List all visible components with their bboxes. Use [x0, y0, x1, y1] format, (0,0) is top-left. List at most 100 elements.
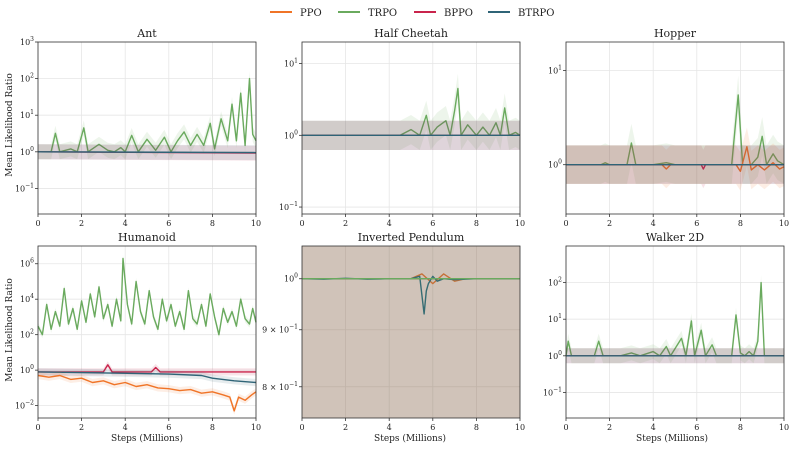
series-walker-2d-trpo: [565, 281, 784, 357]
y-tick-label: 10−2: [15, 400, 34, 411]
y-tick-label: 9 × 10−1: [262, 324, 298, 335]
x-tick-label: 10: [779, 423, 789, 432]
legend-label-btrpo: BTRPO: [518, 8, 554, 19]
series-humanoid-bppo: [38, 364, 256, 373]
y-tick-label: 102: [548, 277, 562, 288]
y-tick-label: 101: [284, 58, 298, 69]
panel-hopper: Hopper 0 2 4 6 8 10 100 101: [548, 27, 789, 228]
y-tick-label: 8 × 10−1: [262, 381, 298, 392]
x-tick-label: 0: [35, 423, 40, 432]
panel-inverted-pendulum: Inverted Pendulum 0 2 4 6 8 10 8 × 10−1 9 × 10−1…: [262, 231, 525, 432]
y-tick-label: 10−1: [279, 201, 298, 212]
y-tick-label: 10−1: [15, 182, 34, 193]
x-tick-label: 4: [387, 219, 392, 228]
series-humanoid-trpo: [37, 257, 257, 336]
x-tick-label: 4: [387, 423, 392, 432]
x-tick-label: 6: [166, 219, 171, 228]
x-tick-label: 2: [79, 423, 84, 432]
legend-entry-btrpo: BTRPO: [488, 8, 554, 19]
legend-label-bppo: BPPO: [444, 8, 473, 19]
band-ant-trpo: [38, 71, 256, 160]
x-tick-label: 6: [430, 219, 435, 228]
x-tick-label: 0: [563, 219, 568, 228]
x-tick-label: 8: [738, 423, 743, 432]
y-tick-label: 10−1: [543, 386, 562, 397]
y-axis-label-bottom: Mean Likelihood Ratio: [5, 278, 15, 381]
x-tick-label: 6: [430, 423, 435, 432]
x-tick-label: 2: [343, 423, 348, 432]
y-tick-label: 100: [20, 364, 34, 375]
panel-ant: Ant 0 2 4 6 8 10 10−1 100 101 102 103: [15, 27, 261, 228]
band-hopper-ppo: [566, 127, 784, 191]
panel-humanoid: Humanoid 0 2 4 6 8 10 10−2 100 102 104 106: [15, 231, 261, 432]
x-tick-label: 6: [694, 423, 699, 432]
x-tick-label: 8: [474, 219, 479, 228]
frame-half-cheetah: [301, 41, 521, 215]
series-ant-trpo: [38, 77, 257, 153]
series-half-cheetah-trpo: [302, 87, 521, 137]
frame-inverted-pendulum: [301, 245, 521, 419]
legend-entry-ppo: PPO: [270, 8, 322, 19]
y-tick-label: 104: [20, 293, 34, 304]
band-half-cheetah-trpo: [302, 73, 520, 150]
x-tick-label: 8: [738, 219, 743, 228]
x-axis-label-inverted-pendulum: Steps (Millions): [374, 433, 446, 444]
y-tick-label: 102: [20, 73, 34, 84]
panel-walker-2d: Walker 2D 0 2 4 6 8 10 10−1 100 101 102: [543, 231, 789, 432]
band-inverted-pendulum-ppo: [302, 246, 520, 418]
legend-entry-bppo: BPPO: [414, 8, 473, 19]
y-tick-label: 100: [548, 350, 562, 361]
series-ant-btrpo: [37, 151, 257, 154]
x-tick-label: 8: [474, 423, 479, 432]
y-tick-label: 100: [548, 159, 562, 170]
band-hopper-bppo: [566, 145, 784, 189]
band-hopper-trpo: [566, 75, 784, 184]
series-hopper-ppo: [566, 145, 785, 173]
panel-title-walker-2d: Walker 2D: [646, 231, 704, 244]
x-tick-label: 10: [515, 219, 525, 228]
band-walker-2d-trpo: [566, 275, 784, 364]
band-inverted-pendulum-btrpo: [302, 246, 520, 418]
y-tick-label: 102: [20, 329, 34, 340]
panel-title-ant: Ant: [136, 27, 157, 40]
x-tick-label: 6: [694, 219, 699, 228]
x-tick-label: 6: [166, 423, 171, 432]
plot-area-walker-2d: [566, 246, 784, 418]
panel-title-inverted-pendulum: Inverted Pendulum: [358, 231, 465, 244]
x-tick-label: 2: [607, 423, 612, 432]
x-tick-label: 2: [343, 219, 348, 228]
frame-ant: [37, 41, 257, 215]
series-humanoid-ppo: [37, 374, 257, 412]
legend-label-ppo: PPO: [300, 8, 322, 19]
y-tick-label: 101: [548, 64, 562, 75]
y-tick-label: 101: [20, 109, 34, 120]
x-tick-label: 8: [210, 423, 215, 432]
x-tick-label: 0: [35, 219, 40, 228]
x-axis-label-humanoid: Steps (Millions): [111, 433, 183, 444]
x-tick-label: 4: [123, 423, 128, 432]
x-tick-label: 10: [251, 423, 261, 432]
band-inverted-pendulum-bppo: [302, 246, 520, 418]
y-tick-label: 103: [20, 36, 34, 47]
frame-humanoid: [37, 245, 257, 419]
y-tick-label: 101: [548, 313, 562, 324]
x-tick-label: 8: [210, 219, 215, 228]
y-axis-label-top: Mean Likelihood Ratio: [5, 73, 15, 176]
band-inverted-pendulum-trpo: [302, 246, 520, 418]
x-tick-label: 4: [651, 219, 656, 228]
y-tick-label: 100: [20, 146, 34, 157]
x-tick-label: 10: [779, 219, 789, 228]
x-tick-label: 0: [299, 423, 304, 432]
x-axis-label-walker-2d: Steps (Millions): [636, 433, 708, 444]
y-tick-label: 100: [284, 129, 298, 140]
x-tick-label: 0: [563, 423, 568, 432]
x-tick-label: 4: [123, 219, 128, 228]
x-tick-label: 2: [607, 219, 612, 228]
legend-entry-trpo: TRPO: [338, 8, 397, 19]
x-tick-label: 2: [79, 219, 84, 228]
x-tick-label: 10: [515, 423, 525, 432]
series-humanoid-btrpo: [37, 371, 257, 384]
